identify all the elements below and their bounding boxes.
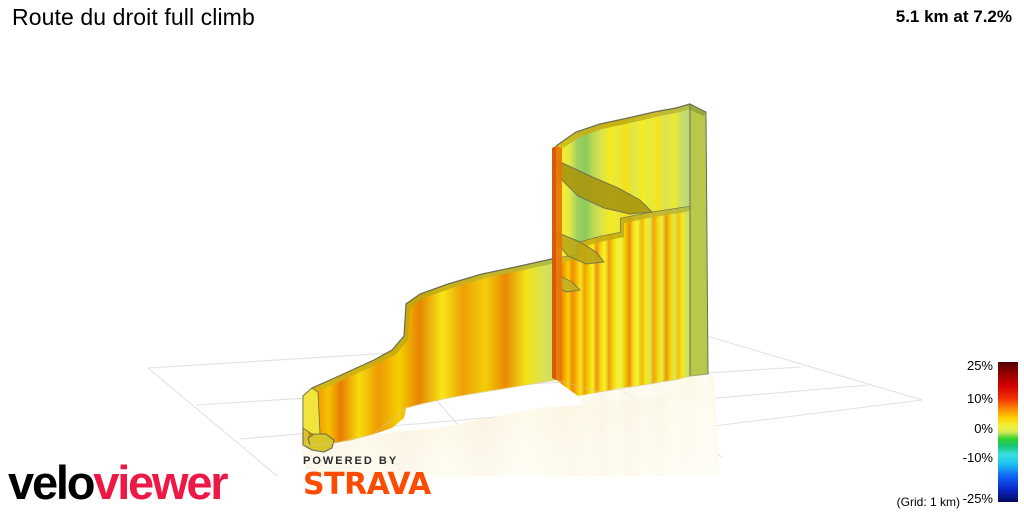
ribbon-lower-section [302, 257, 560, 453]
legend-grid-note: (Grid: 1 km) [896, 495, 960, 509]
legend-label-minus25: -25% [962, 491, 993, 506]
veloviewer-logo-velo: velo [8, 456, 95, 509]
ribbon-switchback-fold [555, 103, 694, 293]
page-title: Route du droit full climb [12, 4, 255, 30]
veloviewer-logo[interactable]: veloviewer [8, 456, 229, 509]
legend-label-minus10: -10% [962, 450, 993, 465]
legend-label-25: 25% [966, 358, 993, 373]
strava-wordmark: STRAVA [303, 467, 431, 502]
veloviewer-logo-viewer: viewer [93, 456, 228, 509]
gradient-legend: 25% 10% 0% -10% -25% (Grid: 1 km) [896, 358, 1020, 510]
ribbon-left-flank [552, 146, 562, 382]
climb-3d-profile[interactable] [0, 36, 1024, 476]
ribbon-base-edge [302, 373, 709, 446]
gradient-colorbar [998, 362, 1018, 502]
ribbon-summit-column [689, 103, 709, 377]
climb-stats: 5.1 km at 7.2% [895, 7, 1012, 26]
legend-label-0: 0% [974, 421, 993, 436]
strava-attribution[interactable]: POWERED BY STRAVA [303, 456, 431, 500]
strava-powered-by-label: POWERED BY [303, 455, 399, 467]
profile-svg [146, 103, 923, 476]
legend-label-10: 10% [966, 391, 993, 406]
